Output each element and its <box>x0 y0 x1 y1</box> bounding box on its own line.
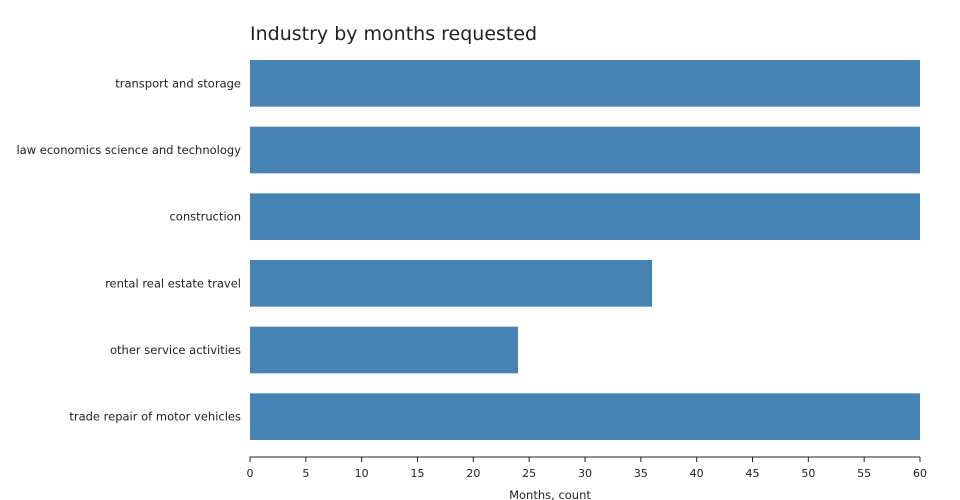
x-tick-label-9: 45 <box>746 467 760 480</box>
category-label-0: transport and storage <box>115 76 241 90</box>
x-tick-label-11: 55 <box>857 467 871 480</box>
x-tick-label-4: 20 <box>466 467 480 480</box>
x-tick-label-10: 50 <box>801 467 815 480</box>
bar-0[interactable] <box>250 60 920 107</box>
x-axis-title: Months, count <box>509 488 591 500</box>
x-tick-label-0: 0 <box>247 467 254 480</box>
category-label-4: other service activities <box>110 343 241 357</box>
x-tick-label-8: 40 <box>690 467 704 480</box>
x-tick-label-7: 35 <box>634 467 648 480</box>
chart-title: Industry by months requested <box>250 23 537 45</box>
category-label-2: construction <box>169 210 241 224</box>
bars-group <box>250 60 920 440</box>
category-labels: transport and storage law economics scien… <box>16 76 241 423</box>
bar-2[interactable] <box>250 193 920 240</box>
x-tick-label-1: 5 <box>302 467 309 480</box>
bar-4[interactable] <box>250 326 518 374</box>
x-tick-label-6: 30 <box>578 467 592 480</box>
category-label-5: trade repair of motor vehicles <box>69 410 241 424</box>
bar-1[interactable] <box>250 126 920 174</box>
x-tick-label-12: 60 <box>913 467 927 480</box>
bar-3[interactable] <box>250 260 652 307</box>
category-label-1: law economics science and technology <box>16 143 241 157</box>
x-tick-label-5: 25 <box>522 467 536 480</box>
x-tick-label-3: 15 <box>411 467 425 480</box>
x-axis-ticks: 0 5 10 15 20 25 30 35 40 45 50 55 60 <box>247 457 927 480</box>
x-tick-label-2: 10 <box>355 467 369 480</box>
category-label-3: rental real estate travel <box>105 276 241 290</box>
bar-5[interactable] <box>250 393 920 440</box>
